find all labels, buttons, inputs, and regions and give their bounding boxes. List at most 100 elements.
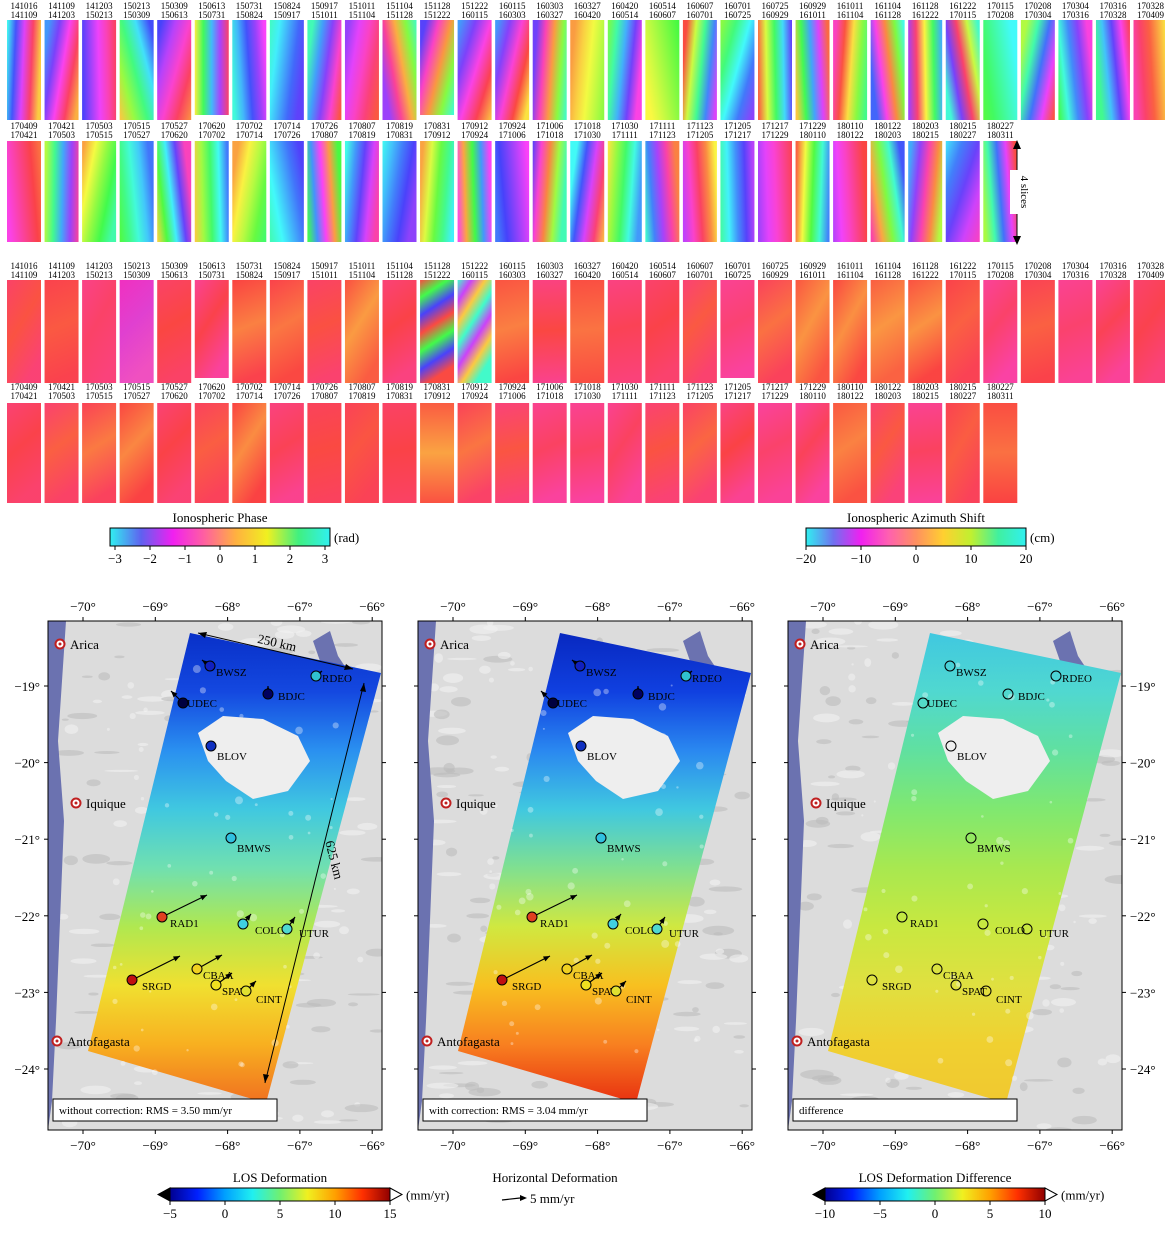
lat-label: −19° <box>14 679 40 694</box>
interferogram-thumbnail <box>307 280 341 383</box>
station-label: RAD1 <box>170 918 199 930</box>
gnss-station <box>497 975 507 985</box>
legend-scale-label: 5 mm/yr <box>530 1191 575 1206</box>
lon-label: −67° <box>657 1138 683 1153</box>
date-label: 160420 <box>574 10 602 20</box>
station-label: BDJC <box>1018 691 1045 703</box>
city-label: Antofagasta <box>807 1034 870 1049</box>
date-label: 170115 <box>949 270 976 280</box>
interferogram-thumbnail <box>683 141 717 242</box>
lat-label: −20° <box>1130 756 1156 771</box>
date-label: 180227 <box>949 130 977 140</box>
interferogram-thumbnail <box>7 403 41 503</box>
lat-label: −21° <box>1130 832 1156 847</box>
date-label: 151104 <box>349 10 376 20</box>
interferogram-thumbnail <box>833 20 867 120</box>
station-label: RAD1 <box>910 918 939 930</box>
lon-label: −70° <box>440 1138 466 1153</box>
colorbar-tick-label: 3 <box>322 551 329 566</box>
date-label: 170208 <box>987 270 1015 280</box>
interferogram-thumbnail <box>983 280 1017 383</box>
date-label: 171123 <box>649 130 676 140</box>
date-label: 170304 <box>1024 270 1052 280</box>
station-label: CINT <box>256 994 282 1006</box>
colorbar-title: LOS Deformation <box>233 1170 328 1185</box>
colorbar-tick-label: 20 <box>1020 551 1033 566</box>
lon-label: −68° <box>585 1138 611 1153</box>
date-label: 141203 <box>48 270 76 280</box>
gnss-station <box>157 912 167 922</box>
colorbar-tick-label: 5 <box>277 1206 284 1221</box>
gnss-station <box>263 689 273 699</box>
interferogram-thumbnail <box>758 141 792 242</box>
interferogram-thumbnail <box>345 403 379 503</box>
date-label: 170819 <box>348 391 376 401</box>
interferogram-thumbnail <box>645 20 679 120</box>
lon-label: −66° <box>1099 1138 1125 1153</box>
date-label: 170503 <box>48 391 76 401</box>
interferogram-thumbnail <box>307 141 341 242</box>
date-label: 170831 <box>386 130 413 140</box>
interferogram-thumbnail <box>796 20 830 120</box>
colorbar-tick-label: −20 <box>796 551 816 566</box>
interferogram-thumbnail <box>383 403 417 503</box>
interferogram-thumbnail <box>82 280 116 383</box>
interferogram-thumbnail <box>608 20 642 120</box>
colorbar-tick-label: −1 <box>178 551 192 566</box>
colorbar-unit: (mm/yr) <box>406 1188 449 1203</box>
date-label: 150309 <box>123 270 151 280</box>
date-label: 161011 <box>799 270 826 280</box>
interferogram-thumbnail <box>1058 20 1092 120</box>
lon-label: −68° <box>215 1138 241 1153</box>
date-label: 170515 <box>86 130 114 140</box>
gnss-station <box>596 833 606 843</box>
gnss-station <box>192 964 202 974</box>
colorbar-tick-label: 1 <box>252 551 259 566</box>
panel-caption: with correction: RMS = 3.04 mm/yr <box>429 1105 588 1117</box>
interferogram-thumbnail <box>570 280 604 383</box>
interferogram-thumbnail <box>120 141 154 242</box>
panel-caption: difference <box>799 1105 843 1117</box>
colorbar-tick-label: 10 <box>965 551 978 566</box>
interferogram-thumbnail <box>720 141 754 242</box>
station-label: BLOV <box>217 751 247 763</box>
interferogram-thumbnail <box>1134 20 1165 120</box>
interferogram-thumbnail <box>871 20 905 120</box>
date-label: 170409 <box>1137 10 1165 20</box>
date-label: 171229 <box>762 391 790 401</box>
lon-label: −69° <box>883 599 909 614</box>
interferogram-thumbnail <box>120 280 154 383</box>
lat-label: −24° <box>14 1062 40 1077</box>
interferogram-thumbnail <box>495 403 529 503</box>
date-label: 171018 <box>536 391 564 401</box>
gnss-station <box>681 671 691 681</box>
colorbar <box>825 1188 1045 1201</box>
date-label: 160514 <box>611 270 639 280</box>
lat-label: −21° <box>14 832 40 847</box>
date-label: 160607 <box>649 10 677 20</box>
colorbar-tick-label: 5 <box>987 1206 994 1221</box>
date-label: 150213 <box>86 10 114 20</box>
date-label: 180110 <box>799 130 826 140</box>
date-label: 141109 <box>11 270 38 280</box>
date-label: 180122 <box>837 391 864 401</box>
lat-label: −19° <box>1130 679 1156 694</box>
station-label: RAD1 <box>540 918 569 930</box>
lon-label: −67° <box>657 599 683 614</box>
interferogram-thumbnail <box>645 280 679 383</box>
interferogram-thumbnail <box>608 280 642 383</box>
interferogram-thumbnail <box>683 403 717 503</box>
date-label: 171217 <box>724 391 752 401</box>
gnss-station <box>633 689 643 699</box>
gnss-station <box>211 980 221 990</box>
lat-label: −23° <box>14 985 40 1000</box>
date-label: 151011 <box>311 10 338 20</box>
station-label: BMWS <box>977 843 1011 855</box>
interferogram-thumbnail <box>1096 20 1130 120</box>
interferogram-thumbnail <box>345 280 379 383</box>
interferogram-thumbnail <box>608 141 642 242</box>
lat-label: −24° <box>1130 1062 1156 1077</box>
date-label: 170515 <box>86 391 114 401</box>
date-label: 180203 <box>874 391 902 401</box>
interferogram-thumbnail <box>157 403 191 503</box>
